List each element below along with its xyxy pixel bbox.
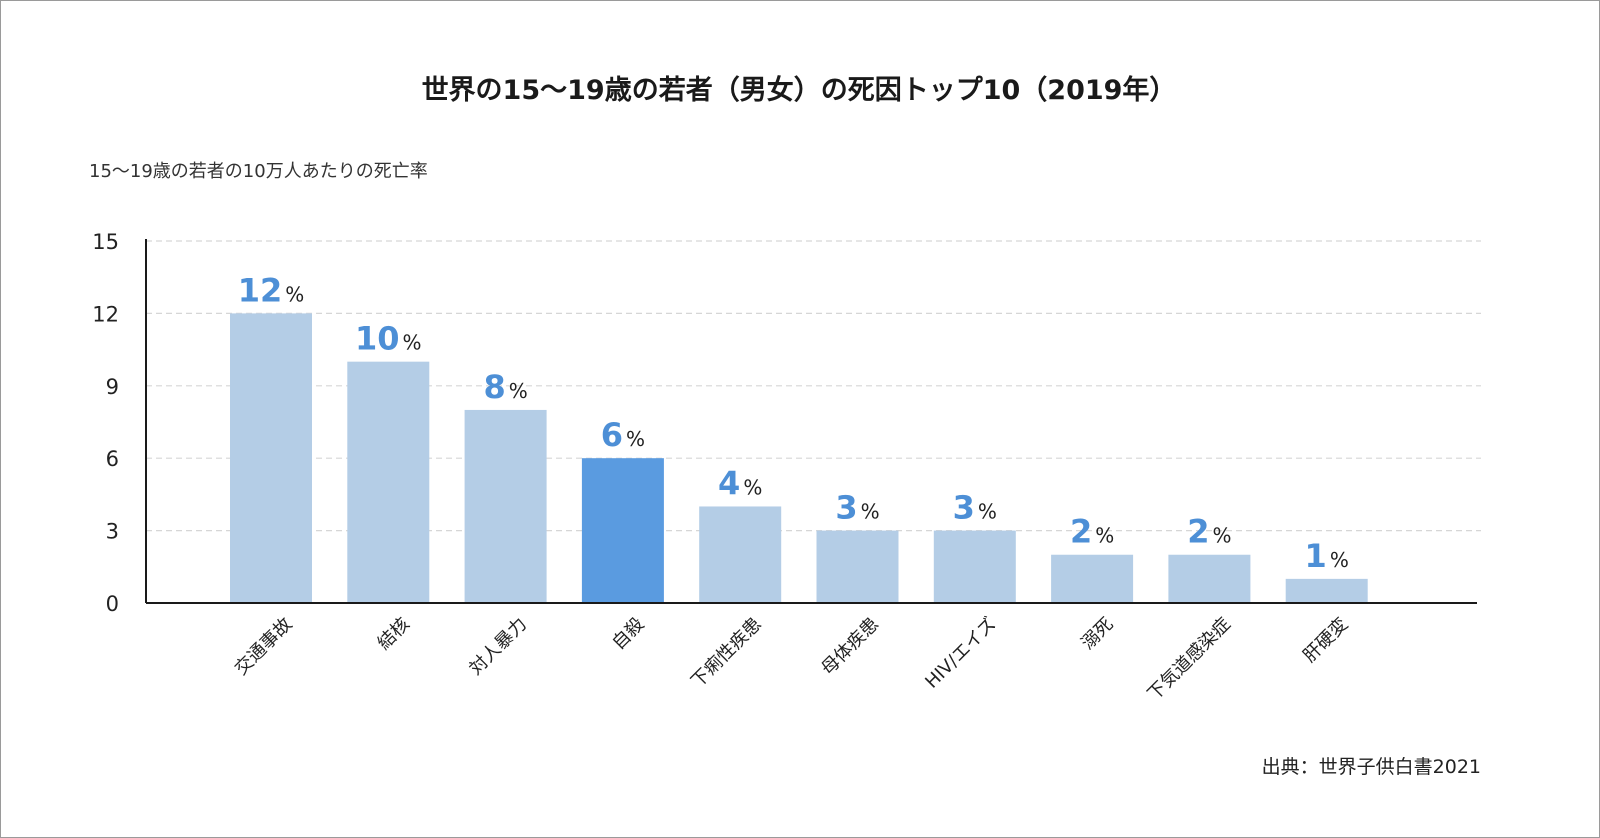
category-label: 対人暴力 (465, 614, 531, 680)
bar (1285, 578, 1368, 603)
y-axis-label: 15〜19歳の若者の10万人あたりの死亡率 (89, 161, 428, 182)
data-label-unit: % (509, 379, 528, 403)
y-tick-label: 3 (106, 520, 119, 544)
data-label-unit: % (626, 427, 645, 451)
bar (230, 313, 312, 603)
data-label-unit: % (743, 475, 762, 499)
data-label-unit: % (1330, 548, 1349, 572)
data-label: 3% (835, 489, 879, 527)
data-label-value: 12 (238, 271, 283, 309)
data-label: 4% (718, 464, 762, 502)
bar (1168, 554, 1251, 603)
data-label: 10% (355, 320, 422, 358)
category-label: HIV/エイズ (921, 614, 1000, 693)
chart-title: 世界の15〜19歳の若者（男女）の死因トップ10（2019年） (422, 74, 1177, 106)
bar (464, 409, 547, 603)
y-tick-labels: 0 3 6 9 12 15 (92, 230, 119, 616)
category-label: 下気道感染症 (1144, 614, 1235, 705)
data-label-value: 4 (718, 464, 740, 502)
data-label: 2% (1070, 513, 1114, 551)
data-labels: 12 %10 %8 %6 %4 %3% 3 %2% 2 %1% (238, 271, 1349, 574)
data-label: 3% (953, 489, 997, 527)
data-label-unit: % (1213, 524, 1232, 548)
source-note: 出典：世界子供白書2021 (1262, 756, 1481, 778)
data-label-unit: % (861, 500, 880, 524)
y-tick-label: 15 (92, 230, 119, 254)
data-label-value: 3 (953, 489, 975, 527)
category-label: 肝硬変 (1299, 614, 1352, 667)
category-label: 溺死 (1077, 614, 1117, 654)
data-label: 8% (483, 368, 527, 406)
data-label-value: 1 (1305, 537, 1327, 575)
category-label: 結核 (374, 614, 414, 654)
gridlines (146, 240, 1481, 532)
bar (699, 506, 782, 603)
data-label-unit: % (403, 331, 422, 355)
bar (933, 530, 1016, 603)
y-tick-label: 0 (106, 592, 119, 616)
data-label: 2% (1187, 513, 1231, 551)
data-label: 6% (601, 416, 645, 454)
data-label-value: 3 (835, 489, 857, 527)
y-tick-label: 9 (106, 375, 119, 399)
bar (581, 458, 664, 603)
bars (230, 313, 1368, 603)
data-label-unit: % (285, 282, 304, 306)
data-label-unit: % (978, 500, 997, 524)
data-label-value: 6 (601, 416, 623, 454)
bar (347, 361, 430, 603)
bar (816, 530, 899, 603)
y-tick-label: 6 (106, 447, 119, 471)
data-label: 12% (238, 271, 305, 309)
category-label: 母体疾患 (817, 614, 883, 680)
category-label: 交通事故 (231, 614, 297, 680)
category-labels: 交通事故 結核 対人暴力 自殺 下痢性疾患 母体疾患 HIV/エイズ 溺死 下気道感染症 肝硬変 (231, 614, 1352, 705)
y-tick-label: 12 (92, 302, 119, 326)
data-label: 1% (1305, 537, 1349, 575)
data-label-value: 2 (1070, 513, 1092, 551)
data-label-value: 10 (355, 320, 400, 358)
category-label: 自殺 (608, 614, 648, 654)
axes (145, 239, 1477, 604)
data-label-unit: % (1095, 524, 1114, 548)
category-label: 下痢性疾患 (687, 614, 765, 692)
bar (1051, 554, 1134, 603)
data-label-value: 8 (483, 368, 505, 406)
data-label-value: 2 (1187, 513, 1209, 551)
